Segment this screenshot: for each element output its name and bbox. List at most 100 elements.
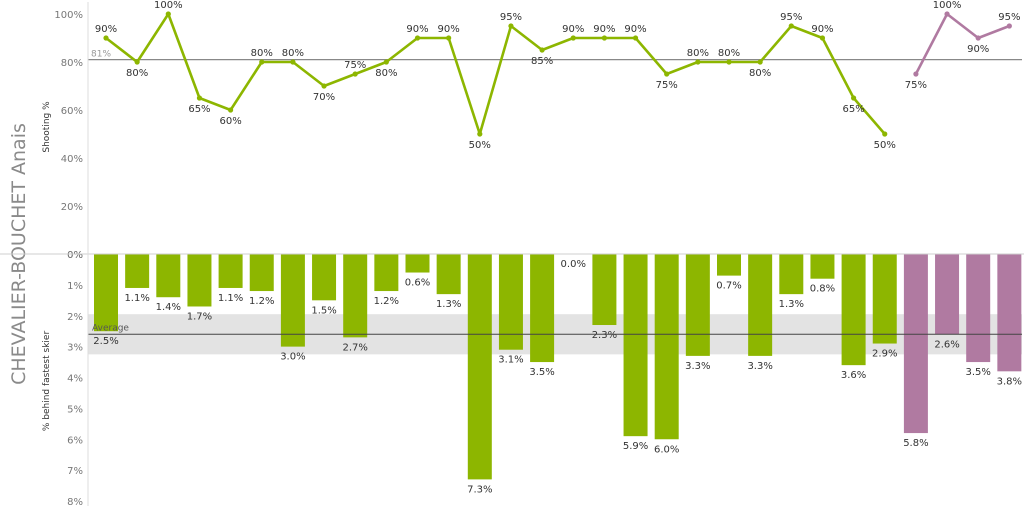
shooting-value-label: 75% — [905, 80, 927, 91]
shooting-tick-label: 80% — [61, 58, 83, 69]
shooting-tick-label: 0% — [67, 250, 83, 261]
time-behind-bar — [935, 254, 960, 335]
shooting-point — [851, 95, 857, 101]
time-behind-label: 2.6% — [934, 339, 959, 350]
time-behind-label: 3.5% — [965, 367, 990, 378]
shooting-point — [570, 35, 576, 41]
time-behind-bar — [966, 254, 991, 363]
shooting-point — [539, 47, 545, 53]
shooting-value-label: 80% — [749, 68, 771, 79]
time-tick-label: 8% — [67, 497, 83, 508]
shooting-point — [508, 23, 514, 29]
time-behind-label: 0.0% — [561, 259, 586, 270]
time-behind-label: 1.5% — [311, 305, 336, 316]
shooting-point — [228, 107, 234, 113]
time-behind-label: 1.7% — [187, 311, 212, 322]
shooting-point — [414, 35, 421, 41]
shooting-point — [726, 59, 732, 65]
time-behind-label: 3.6% — [841, 370, 866, 381]
time-behind-label: 3.0% — [280, 352, 305, 363]
shooting-point — [103, 35, 109, 41]
time-behind-bar — [405, 254, 430, 273]
shooting-value-label: 70% — [313, 92, 335, 103]
shooting-value-label: 90% — [593, 24, 615, 35]
shooting-point — [446, 35, 452, 41]
time-tick-label: 0% — [67, 250, 83, 261]
shooting-point — [165, 11, 171, 17]
time-behind-bar — [187, 254, 212, 307]
shooting-point — [321, 83, 327, 89]
shooting-value-label: 100% — [154, 0, 183, 11]
shooting-value-label: 90% — [562, 24, 584, 35]
shooting-point — [477, 131, 483, 137]
shooting-value-label: 65% — [188, 104, 210, 115]
shooting-value-label: 65% — [842, 104, 864, 115]
time-behind-label: 5.9% — [623, 441, 648, 452]
shooting-value-label: 95% — [500, 12, 522, 23]
shooting-value-label: 80% — [718, 48, 740, 59]
time-behind-bar — [436, 254, 461, 295]
time-behind-label: 1.2% — [249, 296, 274, 307]
time-behind-label: 3.5% — [529, 367, 554, 378]
shooting-point — [695, 59, 701, 65]
shooting-point — [882, 131, 888, 137]
time-behind-label: 3.3% — [685, 361, 710, 372]
shooting-value-label: 60% — [219, 116, 241, 127]
shooting-value-label: 80% — [251, 48, 273, 59]
shooting-point — [788, 23, 794, 29]
time-behind-bar — [374, 254, 399, 292]
time-behind-label: 0.8% — [810, 284, 835, 295]
time-behind-label: 2.5% — [93, 336, 118, 347]
time-tick-label: 2% — [67, 312, 83, 323]
time-behind-label: 3.8% — [997, 376, 1022, 387]
shooting-point — [383, 59, 389, 65]
time-behind-label: 1.3% — [436, 299, 461, 310]
shooting-point — [913, 71, 919, 77]
time-behind-label: 1.1% — [124, 293, 149, 304]
time-behind-bar — [654, 254, 679, 440]
time-behind-bar — [779, 254, 804, 295]
time-tick-label: 7% — [67, 466, 83, 477]
time-behind-bar — [623, 254, 648, 437]
time-tick-label: 4% — [67, 374, 83, 385]
time-behind-bar — [94, 254, 118, 332]
time-behind-label: 1.1% — [218, 293, 243, 304]
time-behind-bar — [903, 254, 928, 434]
shooting-point — [290, 59, 296, 65]
shooting-value-label: 80% — [126, 68, 148, 79]
time-behind-label: 3.3% — [747, 361, 772, 372]
average-label: Average — [92, 323, 129, 333]
time-tick-label: 3% — [67, 343, 83, 354]
shooting-value-label: 75% — [344, 60, 366, 71]
shooting-value-label: 90% — [624, 24, 646, 35]
shooting-value-label: 50% — [469, 140, 491, 151]
shooting-tick-label: 40% — [61, 154, 83, 165]
time-behind-label: 7.3% — [467, 484, 492, 495]
time-behind-bar — [218, 254, 243, 288]
shooting-value-label: 80% — [282, 48, 304, 59]
time-behind-bar — [717, 254, 741, 276]
time-axis-title: % behind fastest skier — [42, 331, 52, 432]
time-behind-label: 1.2% — [374, 296, 399, 307]
shooting-value-label: 90% — [95, 24, 117, 35]
shooting-point — [632, 35, 639, 41]
shooting-value-label: 100% — [933, 0, 962, 11]
time-behind-label: 5.8% — [903, 438, 928, 449]
shooting-value-label: 90% — [406, 24, 428, 35]
shooting-tick-label: 100% — [54, 10, 83, 21]
shooting-point — [601, 35, 608, 41]
shooting-tick-label: 60% — [61, 106, 83, 117]
shooting-point — [259, 59, 265, 65]
shooting-point — [196, 95, 203, 101]
time-behind-bar — [530, 254, 555, 363]
time-behind-bar — [467, 254, 492, 480]
time-behind-bar — [841, 254, 866, 366]
shooting-value-label: 85% — [531, 56, 553, 67]
shooting-point — [975, 35, 981, 41]
shooting-value-label: 90% — [438, 24, 460, 35]
shooting-value-label: 95% — [780, 12, 802, 23]
shooting-point — [352, 71, 358, 77]
time-behind-bar — [156, 254, 181, 298]
shooting-value-label: 50% — [874, 140, 896, 151]
